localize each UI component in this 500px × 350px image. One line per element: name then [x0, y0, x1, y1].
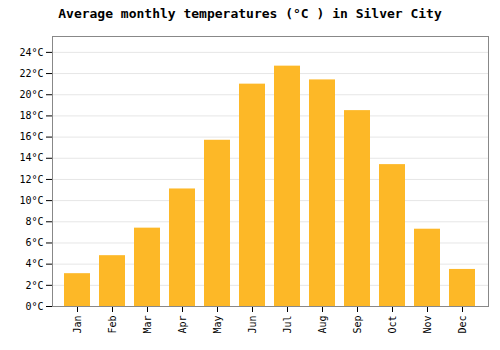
svg-text:10°C: 10°C — [19, 195, 43, 206]
svg-text:Apr: Apr — [177, 316, 188, 334]
svg-text:8°C: 8°C — [25, 216, 43, 227]
svg-text:22°C: 22°C — [19, 68, 43, 79]
svg-text:6°C: 6°C — [25, 237, 43, 248]
svg-text:Jun: Jun — [247, 316, 258, 334]
svg-text:14°C: 14°C — [19, 152, 43, 163]
svg-text:2°C: 2°C — [25, 280, 43, 291]
svg-text:Mar: Mar — [142, 316, 153, 334]
svg-text:24°C: 24°C — [19, 47, 43, 58]
svg-text:18°C: 18°C — [19, 110, 43, 121]
svg-text:16°C: 16°C — [19, 131, 43, 142]
svg-text:20°C: 20°C — [19, 89, 43, 100]
svg-text:Jan: Jan — [72, 316, 83, 334]
svg-text:Oct: Oct — [387, 316, 398, 334]
svg-text:Sep: Sep — [352, 316, 363, 334]
svg-text:Dec: Dec — [457, 316, 468, 334]
svg-text:May: May — [212, 316, 223, 334]
svg-text:4°C: 4°C — [25, 258, 43, 269]
svg-text:Feb: Feb — [107, 316, 118, 334]
svg-text:Nov: Nov — [422, 316, 433, 334]
svg-text:Jul: Jul — [282, 316, 293, 334]
html-text:Average monthly temperatures (: Average monthly temperatures (°C ) in Si… — [58, 6, 442, 21]
svg-text:Aug: Aug — [317, 316, 328, 334]
svg-text:0°C: 0°C — [25, 301, 43, 312]
svg-text:12°C: 12°C — [19, 174, 43, 185]
